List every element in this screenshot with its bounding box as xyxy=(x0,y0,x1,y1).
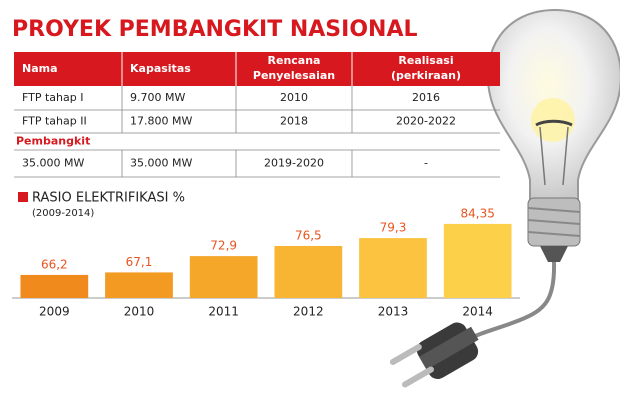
table-cell: 9.700 MW xyxy=(130,91,185,104)
bar xyxy=(105,272,173,298)
page-title: PROYEK PEMBANGKIT NASIONAL xyxy=(12,17,418,42)
table-cell: 35.000 MW xyxy=(130,157,192,170)
table-cell: 2016 xyxy=(412,91,440,104)
chart-icon xyxy=(18,192,28,202)
x-tick-label: 2010 xyxy=(124,305,155,319)
x-tick-label: 2012 xyxy=(293,305,324,319)
table: Nama Kapasitas Rencana Penyelesaian Realisas… xyxy=(14,52,500,178)
table-cell: - xyxy=(424,157,428,170)
value-label: 66,2 xyxy=(41,257,68,271)
table-cell: FTP tahap II xyxy=(22,115,87,128)
chart-title: RASIO ELEKTRIFIKASI % xyxy=(32,191,185,206)
value-label: 79,3 xyxy=(380,221,407,235)
bar xyxy=(189,256,258,298)
table-cell: FTP tahap I xyxy=(22,91,83,104)
bar xyxy=(359,238,427,298)
table-cell: 2018 xyxy=(280,115,308,128)
chart-subtitle: (2009-2014) xyxy=(32,208,94,219)
x-tick-label: 2014 xyxy=(462,305,493,319)
table-header-cell: Rencana xyxy=(268,54,321,67)
lightbulb xyxy=(389,8,620,388)
table-header-cell: Kapasitas xyxy=(130,62,191,75)
table-cell: 17.800 MW xyxy=(130,115,192,128)
x-tick-label: 2011 xyxy=(208,305,239,319)
table-cell: 2010 xyxy=(280,91,308,104)
value-label: 76,5 xyxy=(295,228,322,242)
table-section: Pembangkit xyxy=(16,135,90,148)
value-label: 72,9 xyxy=(210,239,237,253)
table-header-bg xyxy=(14,52,500,86)
value-label: 67,1 xyxy=(126,255,153,269)
table-cell: 35.000 MW xyxy=(22,157,84,170)
table-cell: 2019-2020 xyxy=(264,157,324,170)
value-label: 84,35 xyxy=(460,206,494,220)
table-header-cell: Nama xyxy=(22,62,58,75)
table-header-cell: (perkiraan) xyxy=(391,69,461,82)
bar xyxy=(20,274,89,298)
table-header-cell: Penyelesaian xyxy=(253,69,335,82)
x-tick-label: 2009 xyxy=(39,305,70,319)
x-tick-label: 2013 xyxy=(378,305,409,319)
table-header-cell: Realisasi xyxy=(398,54,453,67)
bar xyxy=(274,245,343,298)
table-cell: 2020-2022 xyxy=(396,115,456,128)
bar xyxy=(443,223,512,298)
